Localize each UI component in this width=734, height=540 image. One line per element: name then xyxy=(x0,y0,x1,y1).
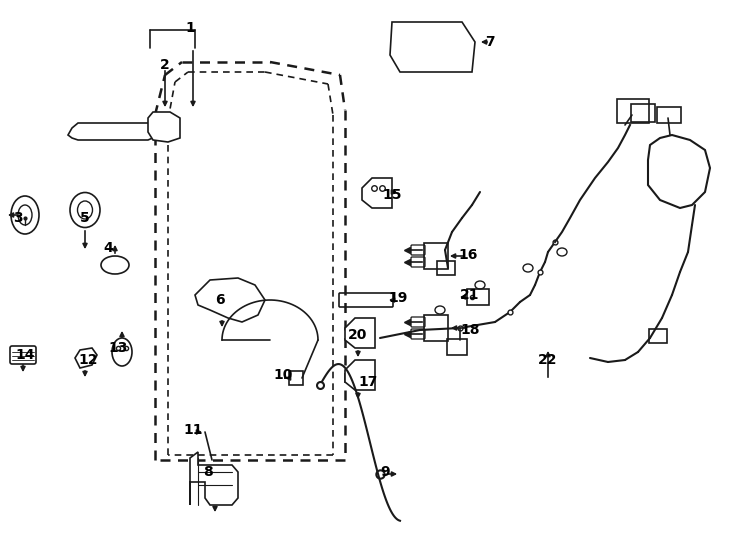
Polygon shape xyxy=(190,452,238,505)
Text: 17: 17 xyxy=(358,375,378,389)
Text: 3: 3 xyxy=(13,211,23,225)
Polygon shape xyxy=(68,123,160,140)
Text: 19: 19 xyxy=(388,291,407,305)
Text: 8: 8 xyxy=(203,465,213,479)
Text: 13: 13 xyxy=(109,341,128,355)
Text: 15: 15 xyxy=(382,188,401,202)
Text: 18: 18 xyxy=(460,323,480,337)
Text: 2: 2 xyxy=(160,58,170,72)
Text: 14: 14 xyxy=(15,348,34,362)
Text: 21: 21 xyxy=(460,288,480,302)
Text: 16: 16 xyxy=(458,248,478,262)
Text: 6: 6 xyxy=(215,293,225,307)
Polygon shape xyxy=(195,278,265,322)
Text: 5: 5 xyxy=(80,211,90,225)
Polygon shape xyxy=(345,360,375,390)
Polygon shape xyxy=(75,348,97,368)
Text: 11: 11 xyxy=(184,423,203,437)
Text: 10: 10 xyxy=(273,368,293,382)
Text: 12: 12 xyxy=(79,353,98,367)
Text: 1: 1 xyxy=(185,21,195,35)
Text: 7: 7 xyxy=(485,35,495,49)
Polygon shape xyxy=(362,178,392,208)
Text: 9: 9 xyxy=(380,465,390,479)
Polygon shape xyxy=(390,22,475,72)
Polygon shape xyxy=(648,135,710,208)
Text: 4: 4 xyxy=(103,241,113,255)
Text: 22: 22 xyxy=(538,353,558,367)
Polygon shape xyxy=(345,318,375,348)
Text: 20: 20 xyxy=(349,328,368,342)
Polygon shape xyxy=(148,112,180,142)
